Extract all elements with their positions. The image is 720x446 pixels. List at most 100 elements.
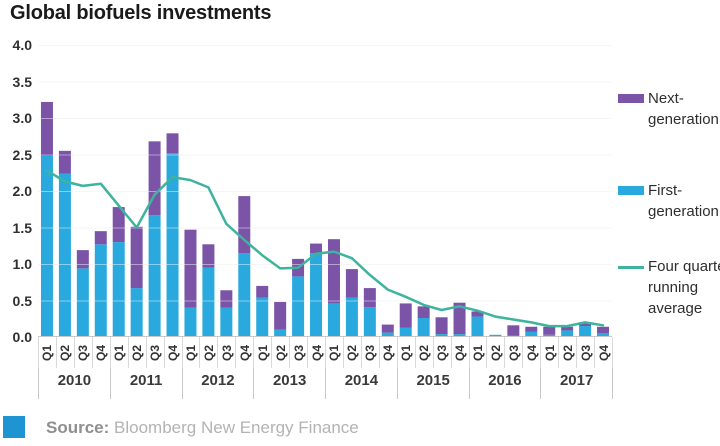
x-axis-quarter-label: Q2: [58, 344, 73, 361]
legend: Next-generation First-generation Four quar…: [618, 0, 720, 360]
bar-segment-first-generation: [310, 253, 323, 337]
x-axis-quarter-label: Q2: [560, 344, 575, 361]
x-axis-quarter-cell: Q2: [200, 337, 219, 368]
x-axis-quarter-label: Q4: [237, 344, 252, 361]
x-axis-quarter-cell: Q2: [272, 337, 291, 368]
x-axis-quarter-label: Q1: [40, 344, 55, 361]
x-axis-quarter-label: Q4: [596, 344, 611, 361]
x-axis-quarter-label: Q2: [345, 344, 360, 361]
source-name: Bloomberg New Energy Finance: [114, 418, 359, 437]
x-axis-quarter-label: Q4: [309, 344, 324, 361]
bar-segment-first-generation: [327, 303, 340, 337]
source-footer: Source: Bloomberg New Energy Finance: [0, 412, 720, 446]
bar-segment-next-generation: [256, 285, 269, 298]
x-axis-quarter-label: Q3: [578, 344, 593, 361]
bar-segment-next-generation: [417, 306, 430, 319]
bar-segment-first-generation: [417, 318, 430, 337]
x-axis-year-label: 2011: [111, 368, 183, 399]
x-axis-quarter-label: Q3: [219, 344, 234, 361]
bar-segment-first-generation: [292, 276, 305, 337]
y-axis-tick-label: 2.0: [12, 183, 32, 199]
y-axis-tick-label: 1.5: [12, 219, 32, 236]
x-axis-year-label: 2016: [470, 368, 542, 399]
x-axis-quarter-cell: Q4: [236, 337, 255, 368]
legend-label: Next-generation: [648, 90, 719, 128]
x-axis-year-label: 2010: [39, 368, 111, 399]
bar-segment-first-generation: [130, 288, 143, 337]
x-axis-quarter-label: Q2: [273, 344, 288, 361]
legend-line-swatch-icon: [618, 266, 644, 269]
bar-segment-first-generation: [184, 307, 197, 337]
x-axis-quarter-cell: Q2: [344, 337, 362, 368]
bar-segment-next-generation: [363, 288, 376, 308]
x-axis-year-label: 2017: [541, 368, 613, 399]
chart-canvas: [38, 45, 612, 337]
bar-segment-first-generation: [381, 332, 394, 337]
x-axis-quarter-label: Q1: [327, 344, 342, 361]
x-axis-year-label: 2015: [398, 368, 470, 399]
x-axis-quarter-label: Q2: [488, 344, 503, 361]
source-logo-icon: [3, 416, 25, 438]
bar-segment-first-generation: [202, 267, 215, 337]
y-axis-tick-label: 4.0: [12, 37, 32, 53]
y-axis-tick-label: 0.0: [12, 329, 32, 345]
bar-segment-first-generation: [543, 334, 556, 337]
bar-segment-next-generation: [40, 101, 53, 156]
bar-segment-next-generation: [543, 326, 556, 335]
legend-item-next-generation: Next-generation: [618, 88, 720, 130]
x-axis-quarter-cell: Q1: [183, 337, 201, 368]
x-axis-quarter-cell: Q3: [434, 337, 452, 368]
x-axis-quarter-cell: Q3: [505, 337, 524, 368]
bar-segment-next-generation: [597, 326, 610, 334]
x-axis-quarter-label: Q3: [291, 344, 306, 361]
legend-box-swatch-icon: [618, 94, 644, 103]
x-axis-quarter-cell: Q3: [218, 337, 237, 368]
bar-segment-next-generation: [94, 231, 107, 245]
legend-label: Four quarter running average: [648, 258, 720, 317]
x-axis-quarter-cell: Q3: [147, 337, 165, 368]
bar-segment-first-generation: [58, 173, 71, 337]
y-axis-tick-label: 0.5: [12, 292, 32, 309]
x-axis-quarter-cell: Q4: [308, 337, 326, 368]
bar-segment-next-generation: [166, 133, 179, 154]
x-axis-quarter-cell: Q2: [57, 337, 75, 368]
legend-item-four-quarter-running-average: Four quarter running average: [618, 256, 720, 319]
bar-segment-first-generation: [148, 215, 161, 337]
bar-segment-first-generation: [363, 307, 376, 337]
bar-segment-next-generation: [399, 303, 412, 328]
source-text: Bloomberg New Energy Finance: [114, 418, 359, 437]
x-axis-quarter-label: Q1: [255, 344, 270, 361]
plot-area: [38, 45, 612, 337]
bar-segment-next-generation: [274, 301, 287, 330]
x-axis-quarter-cell: Q1: [254, 337, 273, 368]
bar-segment-next-generation: [112, 207, 125, 243]
x-axis-year-label: 2013: [254, 368, 326, 399]
bar-segment-first-generation: [597, 333, 610, 337]
x-axis-year-label: 2012: [183, 368, 255, 399]
x-axis-quarter-cell: Q1: [470, 337, 488, 368]
y-axis-tick-label: 1.0: [12, 256, 32, 272]
bar-segment-next-generation: [471, 311, 484, 317]
legend-item-first-generation: First-generation: [618, 180, 720, 222]
x-axis-quarter-cell: Q2: [559, 337, 578, 368]
bar-segment-first-generation: [166, 153, 179, 337]
x-axis-quarter-label: Q3: [363, 344, 378, 361]
bar-segment-first-generation: [561, 330, 574, 337]
y-axis-tick-label: 3.5: [12, 73, 32, 90]
bar-segment-first-generation: [399, 327, 412, 337]
x-axis-quarter-label: Q3: [506, 344, 521, 361]
x-axis-quarter-cell: Q4: [165, 337, 183, 368]
bar-segment-next-generation: [345, 269, 358, 298]
bar-segment-first-generation: [112, 242, 125, 337]
bar-segment-first-generation: [579, 326, 592, 337]
bar-segment-first-generation: [94, 244, 107, 337]
bar-segment-next-generation: [525, 326, 538, 332]
x-axis-year-label: 2014: [326, 368, 398, 399]
x-axis-quarter-label: Q3: [76, 344, 91, 361]
x-axis-quarter-cell: Q2: [487, 337, 506, 368]
bar-segment-next-generation: [327, 239, 340, 304]
x-axis-quarter-cell: Q4: [523, 337, 542, 368]
bar-segment-next-generation: [435, 317, 448, 335]
x-axis-quarter-label: Q1: [112, 344, 127, 361]
x-axis-quarter-cell: Q3: [75, 337, 93, 368]
